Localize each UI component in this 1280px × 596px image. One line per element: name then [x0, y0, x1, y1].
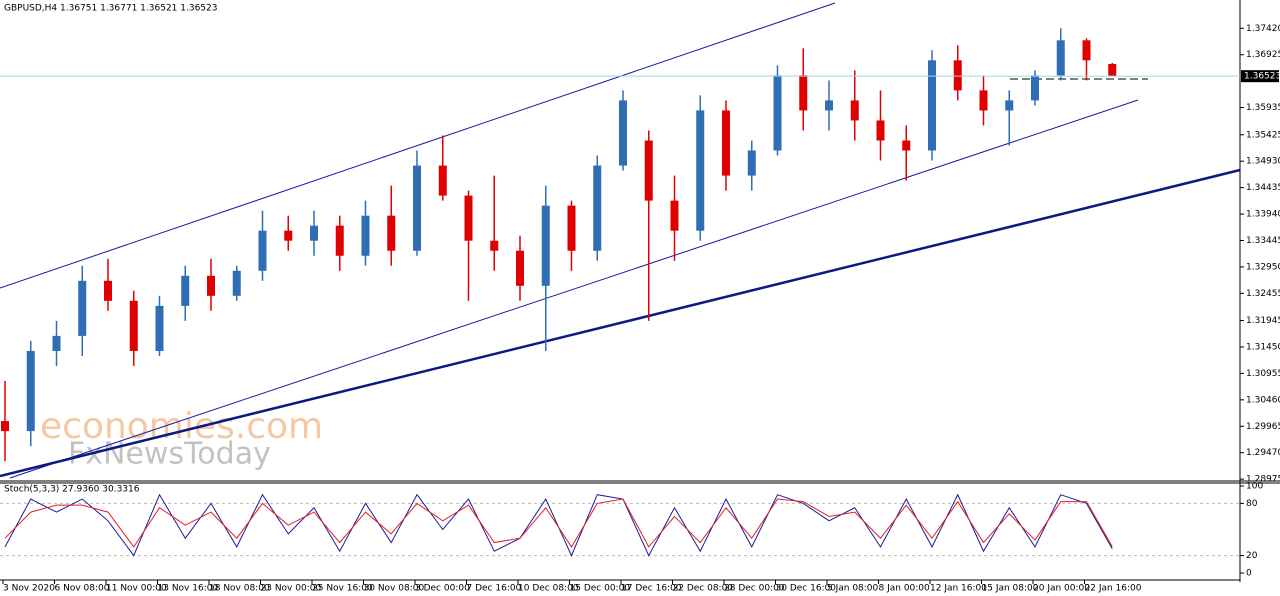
trend-line: [0, 168, 1241, 478]
x-tick-label: 13 Nov 16:00: [158, 584, 219, 594]
x-tick-label: 3 Nov 2020: [3, 584, 55, 594]
y-tick-label: 20: [1246, 551, 1258, 561]
x-tick-label: 18 Nov 08:00: [209, 584, 270, 594]
x-tick-label: 30 Dec 16:00: [776, 584, 837, 594]
y-tick-label: 1.36925: [1246, 50, 1280, 60]
candle-body: [567, 205, 576, 251]
candle-body: [1, 421, 9, 432]
candle-body: [1031, 75, 1039, 101]
candle-body: [850, 100, 859, 121]
candle-body: [129, 300, 138, 351]
y-tick-label: 1.28975: [1246, 475, 1280, 485]
x-tick-label: 10 Dec 08:00: [518, 584, 579, 594]
candle-body: [78, 280, 87, 336]
y-tick-label: 1.30955: [1246, 369, 1280, 379]
candle-body: [541, 205, 550, 286]
x-tick-label: 17 Dec 16:00: [621, 584, 682, 594]
candle-body: [825, 100, 833, 111]
y-tick-label: 1.33940: [1246, 210, 1280, 220]
x-tick-label: 25 Nov 16:00: [312, 584, 373, 594]
candle-body: [155, 305, 164, 351]
candle-body: [670, 200, 679, 231]
candle-body: [232, 270, 241, 296]
x-tick-label: 6 Nov 08:00: [55, 584, 110, 594]
y-tick-label: 1.33445: [1246, 236, 1280, 246]
candle-body: [902, 140, 911, 151]
candle-body: [747, 150, 756, 176]
x-tick-label: 8 Jan 00:00: [879, 584, 931, 594]
candle-body: [310, 225, 318, 241]
candle-body: [593, 165, 602, 251]
y-tick-label: 0: [1246, 569, 1252, 579]
y-tick-label: 1.35425: [1246, 130, 1280, 140]
candle-body: [876, 120, 885, 141]
x-tick-label: 12 Jan 16:00: [930, 584, 987, 594]
candle-body: [413, 165, 421, 251]
candle-body: [696, 110, 705, 231]
candle-body: [979, 90, 988, 111]
x-tick-label: 30 Nov 08:00: [364, 584, 425, 594]
x-tick-label: 11 Nov 00:00: [106, 584, 167, 594]
y-tick-label: 1.30460: [1246, 395, 1280, 405]
candle-body: [928, 60, 936, 151]
candle-body: [773, 75, 782, 151]
x-tick-label: 3 Dec 00:00: [415, 584, 470, 594]
candle-body: [1108, 64, 1117, 77]
x-tick-label: 5 Jan 08:00: [827, 584, 879, 594]
watermark: economies.com: [40, 406, 323, 447]
candle-body: [26, 350, 35, 432]
candle-body: [284, 230, 293, 241]
x-tick-label: 15 Jan 08:00: [982, 584, 1039, 594]
x-tick-label: 28 Dec 00:00: [724, 584, 785, 594]
candle-body: [644, 140, 653, 201]
y-tick-label: 1.34930: [1246, 157, 1280, 167]
candle-body: [258, 230, 267, 271]
x-tick-label: 22 Jan 16:00: [1085, 584, 1142, 594]
x-tick-label: 15 Dec 00:00: [570, 584, 631, 594]
candle-body: [438, 165, 447, 196]
candle-body: [104, 280, 112, 301]
current-price-label: 1.36523: [1244, 72, 1280, 82]
candle-body: [490, 240, 499, 251]
trend-line: [9, 99, 1139, 479]
x-tick-label: 23 Nov 00:00: [261, 584, 322, 594]
candle-body: [619, 100, 627, 166]
y-tick-label: 80: [1246, 499, 1258, 509]
candle-body: [207, 275, 215, 296]
candle-body: [335, 225, 344, 256]
x-tick-label: 22 Dec 08:00: [673, 584, 734, 594]
x-tick-label: 20 Jan 00:00: [1033, 584, 1090, 594]
candle-body: [722, 110, 730, 176]
y-tick-label: 1.32950: [1246, 262, 1280, 272]
y-tick-label: 1.32455: [1246, 289, 1280, 299]
candle-body: [361, 215, 370, 256]
y-tick-label: 1.34435: [1246, 183, 1280, 193]
chart-title: GBPUSD,H4 1.36751 1.36771 1.36521 1.3652…: [4, 4, 217, 14]
candle-body: [1082, 40, 1091, 61]
candle-body: [464, 195, 473, 241]
candle-body: [1056, 40, 1065, 76]
x-tick-label: 7 Dec 16:00: [467, 584, 522, 594]
y-tick-label: 1.35935: [1246, 103, 1280, 113]
candle-body: [387, 215, 396, 251]
y-tick-label: 1.31450: [1246, 343, 1280, 353]
current-price-box: [1241, 70, 1279, 83]
trend-line: [0, 2, 836, 289]
watermark: FxNewsToday: [68, 437, 271, 472]
indicator-title: Stoch(5,3,3) 27.9360 30.3316: [4, 485, 140, 495]
y-tick-label: 1.29470: [1246, 448, 1280, 458]
y-tick-label: 100: [1246, 482, 1263, 492]
candle-body: [52, 335, 61, 351]
y-tick-label: 1.29965: [1246, 422, 1280, 432]
candle-body: [516, 250, 524, 286]
y-tick-label: 1.31945: [1246, 316, 1280, 326]
stoch-line: [4, 498, 1113, 548]
candle-body: [1005, 100, 1014, 111]
candle-body: [799, 75, 808, 111]
candle-body: [181, 275, 190, 306]
candle-body: [953, 60, 962, 91]
y-tick-label: 1.37420: [1246, 24, 1280, 34]
